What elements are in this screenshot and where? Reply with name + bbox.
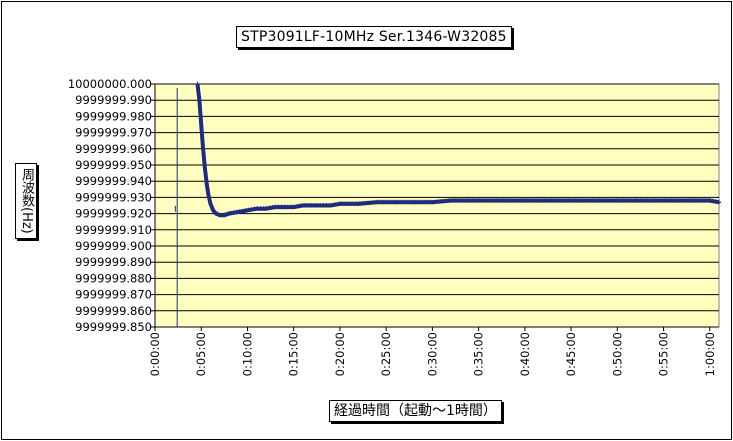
x-tick-label: 1:00:00 — [703, 332, 717, 376]
x-tick-label: 0:20:00 — [333, 332, 347, 376]
data-point — [208, 201, 213, 206]
y-tick-label: 9999999.910 — [75, 223, 152, 237]
data-point — [202, 166, 207, 171]
x-tick-label: 0:50:00 — [610, 332, 624, 376]
y-tick-label: 9999999.960 — [75, 142, 152, 156]
data-point — [707, 198, 712, 203]
data-point — [337, 201, 342, 206]
data-point — [282, 205, 287, 210]
data-point — [578, 198, 583, 203]
y-axis-ticks: 10000000.000 9999999.990 9999999.980 999999… — [68, 77, 155, 334]
data-point — [356, 201, 361, 206]
data-point — [273, 205, 278, 210]
x-tick-label: 0:45:00 — [564, 332, 578, 376]
y-tick-label: 9999999.930 — [75, 190, 152, 204]
y-tick-label: 9999999.970 — [75, 126, 152, 140]
data-point — [689, 198, 694, 203]
data-point — [652, 198, 657, 203]
data-point — [214, 211, 219, 216]
data-point — [328, 203, 333, 208]
data-point — [195, 82, 200, 86]
y-tick-label: 9999999.950 — [75, 158, 152, 172]
data-point — [319, 203, 324, 208]
plot-area — [154, 83, 720, 328]
data-point — [236, 209, 241, 214]
data-point — [291, 205, 296, 210]
data-point — [522, 198, 527, 203]
y-axis-label: 周波数(Hz) — [15, 163, 37, 239]
data-point — [374, 200, 379, 205]
x-axis-label: 経過時間（起動～1時間） — [329, 400, 502, 422]
y-tick-label: 9999999.880 — [75, 271, 152, 285]
x-tick-label: 0:05:00 — [194, 332, 208, 376]
y-tick-label: 9999999.900 — [75, 239, 152, 253]
data-point — [504, 198, 509, 203]
data-point — [448, 198, 453, 203]
series-line — [195, 83, 720, 218]
data-point — [393, 200, 398, 205]
data-point — [559, 198, 564, 203]
data-point — [310, 203, 315, 208]
data-point — [467, 198, 472, 203]
data-point — [300, 203, 305, 208]
y-tick-label: 9999999.850 — [75, 320, 152, 334]
y-tick-label: 9999999.870 — [75, 288, 152, 302]
data-point — [201, 146, 206, 151]
y-tick-label: 9999999.890 — [75, 255, 152, 269]
data-point — [633, 198, 638, 203]
chart-title: STP3091LF-10MHz Ser.1346-W32085 — [236, 26, 512, 48]
data-point — [485, 198, 490, 203]
x-tick-label: 0:00:00 — [148, 332, 162, 376]
y-tick-label: 9999999.980 — [75, 109, 152, 123]
data-point — [263, 206, 268, 211]
data-point — [254, 206, 259, 211]
y-tick-label: 9999999.990 — [75, 93, 152, 107]
x-tick-label: 0:10:00 — [240, 332, 254, 376]
y-tick-label: 9999999.920 — [75, 207, 152, 221]
data-point — [717, 200, 721, 205]
x-tick-label: 0:35:00 — [472, 332, 486, 376]
data-point — [211, 208, 216, 213]
data-point — [199, 122, 204, 127]
x-tick-label: 0:15:00 — [287, 332, 301, 376]
y-tick-label: 9999999.940 — [75, 174, 152, 188]
data-point — [615, 198, 620, 203]
grid-lines — [154, 83, 719, 328]
y-tick-label: 9999999.860 — [75, 304, 152, 318]
series-noise — [197, 81, 720, 214]
data-point — [217, 213, 222, 218]
data-point — [206, 193, 211, 198]
x-axis-ticks: 0:00:00 0:05:00 0:10:00 0:15:00 0:20:00 0:25:… — [148, 327, 717, 376]
data-point — [670, 198, 675, 203]
y-tick-label: 10000000.000 — [68, 77, 152, 91]
data-point — [204, 182, 209, 187]
data-point — [222, 213, 227, 218]
x-tick-label: 0:25:00 — [379, 332, 393, 376]
data-point — [411, 200, 416, 205]
data-point — [541, 198, 546, 203]
data-point — [226, 211, 231, 216]
data-point — [430, 200, 435, 205]
data-point — [197, 98, 202, 103]
data-point — [596, 198, 601, 203]
data-series — [174, 81, 721, 327]
x-tick-label: 0:40:00 — [518, 332, 532, 376]
data-point — [245, 208, 250, 213]
x-tick-label: 0:30:00 — [425, 332, 439, 376]
x-tick-label: 0:55:00 — [657, 332, 671, 376]
